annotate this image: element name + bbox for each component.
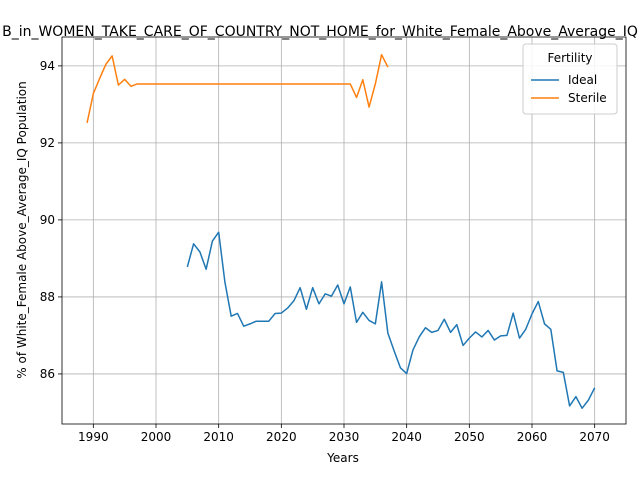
series-line-ideal (186, 231, 596, 409)
legend-label-ideal: Ideal (568, 73, 597, 87)
x-tick-label: 2050 (454, 430, 485, 444)
legend-title: Fertility (547, 51, 592, 65)
y-tick-label: 90 (40, 213, 55, 227)
chart-title: B_in_WOMEN_TAKE_CARE_OF_COUNTRY_NOT_HOME… (2, 24, 638, 40)
y-axis-ticks: 86 88 90 92 94 (40, 59, 62, 381)
y-tick-label: 88 (40, 290, 55, 304)
y-tick-label: 92 (40, 136, 55, 150)
x-tick-label: 2030 (329, 430, 360, 444)
series-line-sterile (86, 53, 389, 124)
x-tick-label: 2070 (579, 430, 610, 444)
x-tick-label: 2020 (266, 430, 297, 444)
x-tick-label: 2010 (203, 430, 234, 444)
x-tick-label: 2060 (517, 430, 548, 444)
x-tick-label: 1990 (78, 430, 109, 444)
x-axis-label: Years (326, 451, 359, 465)
x-tick-label: 2040 (391, 430, 422, 444)
series-layer (86, 53, 596, 409)
x-axis-ticks: 1990 2000 2010 2020 2030 2040 2050 2060 2070 (78, 424, 610, 444)
x-tick-label: 2000 (141, 430, 172, 444)
y-tick-label: 86 (40, 367, 55, 381)
y-tick-label: 94 (40, 59, 55, 73)
legend-box (522, 43, 618, 115)
legend: Fertility Ideal Sterile (522, 43, 618, 115)
legend-label-sterile: Sterile (568, 91, 607, 105)
y-axis-label: % of White_Female Above_Average_IQ Popul… (15, 81, 29, 378)
